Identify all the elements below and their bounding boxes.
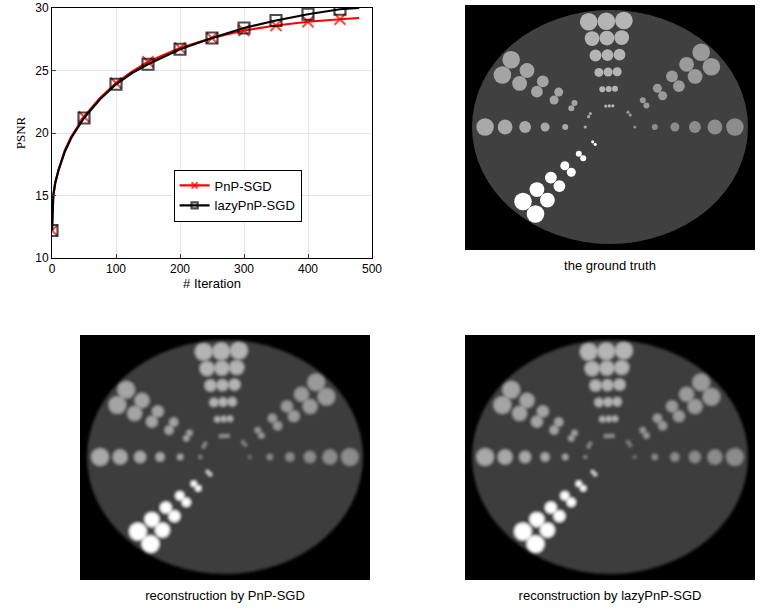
svg-text:0: 0 xyxy=(49,262,56,276)
svg-text:500: 500 xyxy=(362,262,382,276)
html-text:the ground truth: the ground truth xyxy=(564,258,656,273)
svg-text:400: 400 xyxy=(298,262,318,276)
svg-text:PnP-SGD: PnP-SGD xyxy=(215,179,272,194)
html-text:reconstruction by PnP-SGD: reconstruction by PnP-SGD xyxy=(145,588,305,603)
svg-text:30: 30 xyxy=(35,1,49,15)
svg-text:PSNR: PSNR xyxy=(13,116,28,149)
svg-text:15: 15 xyxy=(35,189,49,203)
html-text:reconstruction by lazyPnP-SGD: reconstruction by lazyPnP-SGD xyxy=(518,588,702,603)
svg-text:10: 10 xyxy=(35,251,49,265)
svg-text:20: 20 xyxy=(35,126,49,140)
svg-text:lazyPnP-SGD: lazyPnP-SGD xyxy=(215,198,295,213)
svg-text:# Iteration: # Iteration xyxy=(183,276,241,291)
svg-text:300: 300 xyxy=(234,262,254,276)
svg-text:100: 100 xyxy=(106,262,126,276)
svg-text:25: 25 xyxy=(35,64,49,78)
svg-text:200: 200 xyxy=(170,262,190,276)
